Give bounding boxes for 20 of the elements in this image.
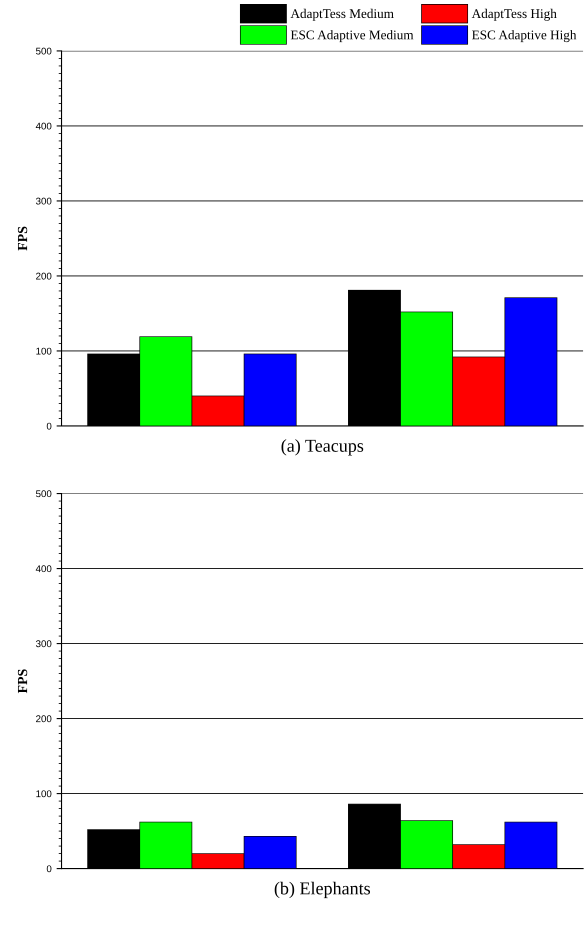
y-tick-label: 400	[36, 122, 52, 130]
y-axis-title: FPS	[18, 669, 28, 694]
y-tick-label: 200	[36, 272, 52, 280]
y-tick-label: 400	[36, 565, 52, 572]
legend-label: ESC Adaptive Medium	[290, 30, 414, 42]
legend-label: ESC Adaptive High	[472, 30, 576, 42]
y-tick-label: 0	[46, 422, 52, 430]
y-tick-label: 500	[36, 490, 52, 498]
y-tick-label: 0	[46, 865, 52, 872]
y-tick-label: 300	[36, 198, 52, 205]
y-tick-label: 200	[36, 715, 52, 722]
y-tick-label: 300	[36, 640, 52, 648]
y-axis-title: FPS	[18, 226, 28, 251]
y-tick-label: 100	[36, 348, 52, 355]
legend-label: AdaptTess Medium	[290, 8, 394, 21]
y-tick-label: 100	[36, 790, 52, 798]
y-tick-label: 500	[36, 48, 52, 55]
x-axis-title: (a) Teacups	[282, 439, 364, 456]
legend-label: AdaptTess High	[472, 8, 557, 21]
x-axis-title: (b) Elephants	[274, 882, 370, 898]
